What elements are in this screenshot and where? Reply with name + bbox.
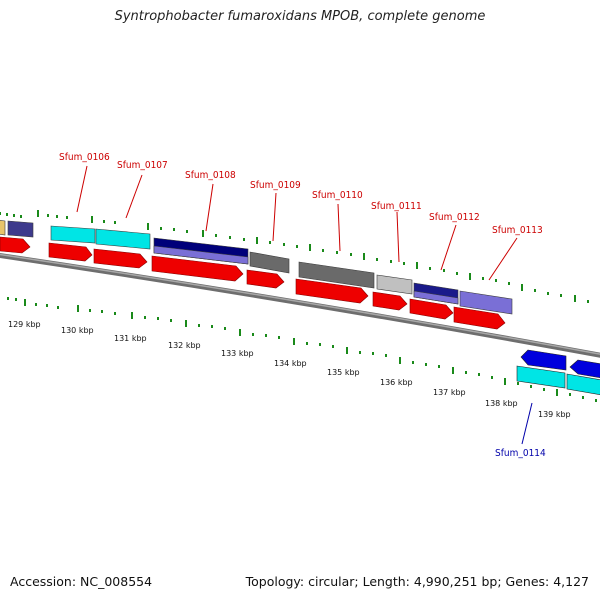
feature-slate xyxy=(459,290,513,315)
feature-cyan-1 xyxy=(50,225,96,244)
tick-label: 134 kbp xyxy=(274,359,307,368)
feature-blue-reverse-2 xyxy=(569,359,600,378)
cds-arrow xyxy=(295,278,369,304)
tick-label: 138 kbp xyxy=(485,399,518,408)
gene-label-sfum-0107[interactable]: Sfum_0107 xyxy=(117,160,168,171)
feature-row-upper xyxy=(0,219,513,315)
inner-tick-ring xyxy=(7,297,597,402)
cds-arrow xyxy=(93,248,148,269)
label-leaders xyxy=(76,165,533,445)
tick-label: 139 kbp xyxy=(538,410,571,419)
feature-navy-small-lower xyxy=(413,290,459,305)
cds-arrow xyxy=(409,298,454,320)
gene-label-sfum-0113[interactable]: Sfum_0113 xyxy=(492,225,543,236)
cds-arrow xyxy=(0,236,31,254)
feature-navy-lower xyxy=(153,245,249,265)
cds-arrow xyxy=(151,255,244,282)
gene-label-sfum-0108[interactable]: Sfum_0108 xyxy=(185,170,236,181)
feature-gray-2 xyxy=(298,261,375,289)
feature-gray-1 xyxy=(249,251,290,274)
tick-label: 132 kbp xyxy=(168,341,201,350)
tick-label: 129 kbp xyxy=(8,320,41,329)
feature-cyan-lower-2 xyxy=(566,373,600,395)
genome-stats-text: Topology: circular; Length: 4,990,251 bp… xyxy=(245,574,589,589)
gene-label-sfum-0106[interactable]: Sfum_0106 xyxy=(59,152,110,163)
gene-label-sfum-0110[interactable]: Sfum_0110 xyxy=(312,190,363,201)
feature-lightgray xyxy=(376,274,413,295)
map-title: Syntrophobacter fumaroxidans MPOB, compl… xyxy=(114,9,486,24)
gene-label-sfum-0109[interactable]: Sfum_0109 xyxy=(250,180,301,191)
outer-tick-ring xyxy=(0,210,589,303)
cds-arrows xyxy=(0,236,506,330)
kbp-axis-labels: 129 kbp 130 kbp 131 kbp 132 kbp 133 kbp … xyxy=(8,320,571,419)
feature-blue-reverse xyxy=(520,349,567,371)
tick-label: 136 kbp xyxy=(380,378,413,387)
tick-label: 131 kbp xyxy=(114,334,147,343)
tick-label: 130 kbp xyxy=(61,326,94,335)
gene-labels: Sfum_0106 Sfum_0107 Sfum_0108 Sfum_0109 … xyxy=(59,152,546,459)
genome-backbone xyxy=(0,252,600,358)
tick-label: 137 kbp xyxy=(433,388,466,397)
gene-label-sfum-0111[interactable]: Sfum_0111 xyxy=(371,201,422,212)
feature-cyan-2 xyxy=(95,228,151,250)
genome-backbone-highlight xyxy=(0,253,600,355)
feature-darkslate xyxy=(7,220,34,238)
tick-label: 135 kbp xyxy=(327,368,360,377)
gene-label-sfum-0114[interactable]: Sfum_0114 xyxy=(495,448,546,459)
feature-cyan-lower-1 xyxy=(516,365,566,389)
tick-label: 133 kbp xyxy=(221,349,254,358)
cds-arrow xyxy=(453,306,506,330)
gene-label-sfum-0112[interactable]: Sfum_0112 xyxy=(429,212,480,223)
cds-arrow xyxy=(48,242,93,262)
feature-row-lower xyxy=(516,349,600,395)
cds-arrow xyxy=(246,269,285,289)
accession-text: Accession: NC_008554 xyxy=(10,574,153,589)
feature-yellow xyxy=(0,219,6,236)
cds-arrow xyxy=(372,291,408,311)
